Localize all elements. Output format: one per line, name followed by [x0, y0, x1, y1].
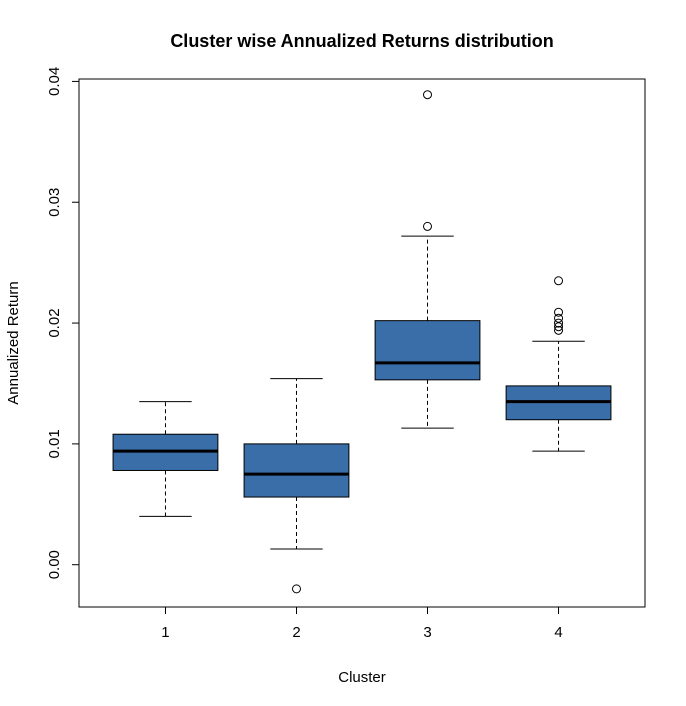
y-axis: 0.00 0.01 0.02 0.03 0.04: [46, 67, 80, 579]
y-tick-label: 0.01: [46, 429, 63, 458]
box-group-cluster-1: [112, 401, 219, 517]
y-axis-label: Annualized Return: [5, 281, 22, 404]
x-tick-label: 2: [292, 624, 300, 641]
outlier-point: [291, 584, 301, 594]
iqr-box: [243, 443, 350, 498]
box-series: [112, 90, 612, 594]
y-tick-label: 0.03: [46, 188, 63, 217]
outlier-point: [554, 276, 564, 286]
outlier-point: [423, 90, 433, 100]
y-tick-label: 0.00: [46, 550, 63, 579]
box-group-cluster-2: [243, 378, 350, 594]
x-tick-label: 1: [161, 624, 169, 641]
x-axis: 1 2 3 4: [161, 606, 563, 641]
box-group-cluster-3: [374, 90, 481, 429]
x-tick-label: 4: [554, 624, 562, 641]
outlier-point: [554, 313, 564, 323]
iqr-box: [374, 320, 481, 381]
outlier-point: [423, 221, 433, 231]
y-tick-label: 0.04: [46, 67, 63, 96]
outlier-point: [554, 307, 564, 317]
chart-title: Cluster wise Annualized Returns distribu…: [170, 31, 553, 51]
outlier-point: [554, 318, 564, 328]
y-tick-label: 0.02: [46, 308, 63, 337]
box-group-cluster-4: [505, 276, 612, 452]
outlier-point: [554, 325, 564, 335]
x-axis-label: Cluster: [338, 669, 386, 686]
x-tick-label: 3: [423, 624, 431, 641]
plot-frame: [78, 78, 646, 608]
